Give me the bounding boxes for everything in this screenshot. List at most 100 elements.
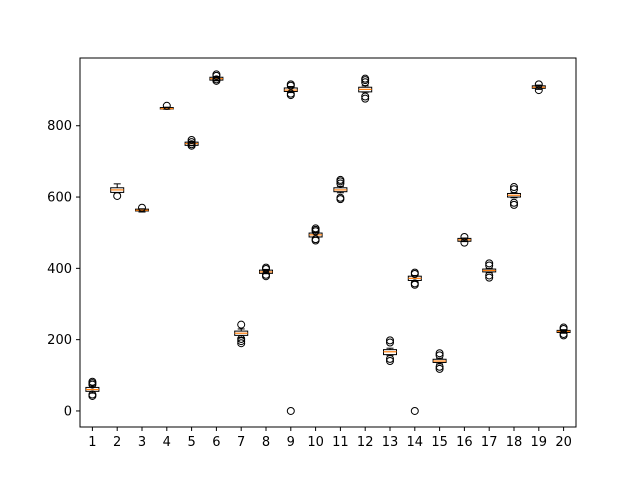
- x-tick-label: 15: [431, 435, 448, 450]
- flier-point: [460, 238, 469, 247]
- x-tick-label: 4: [163, 435, 171, 450]
- box-9: [283, 80, 298, 415]
- box-1: [85, 377, 100, 400]
- flier-point: [237, 339, 246, 348]
- box-17: [482, 259, 497, 282]
- flier-point: [386, 336, 394, 345]
- box-13: [383, 336, 397, 366]
- flier-point: [311, 235, 320, 244]
- flier-point: [237, 337, 246, 346]
- plot-area-frame: [79, 57, 577, 428]
- flier-point: [212, 70, 221, 79]
- x-tick-label: 2: [113, 435, 121, 450]
- flier-point: [361, 94, 370, 103]
- flier-point: [336, 175, 345, 184]
- flier-point: [485, 259, 494, 268]
- flier-point: [510, 200, 518, 209]
- box-11: [333, 175, 348, 204]
- flier-point: [286, 80, 295, 89]
- y-axis: 0 200 400 600 800: [47, 119, 80, 419]
- flier-point: [410, 279, 419, 288]
- x-tick-label: 19: [531, 435, 548, 450]
- x-tick-label: 13: [382, 435, 399, 450]
- box-8: [259, 263, 273, 281]
- x-tick-label: 1: [88, 435, 96, 450]
- boxes-layer: [85, 70, 571, 415]
- y-tick-label: 800: [47, 119, 72, 134]
- flier-point: [187, 140, 196, 149]
- box-10: [308, 224, 323, 245]
- box-18: [507, 183, 521, 209]
- box-2: [110, 183, 125, 200]
- flier-point: [435, 349, 444, 358]
- y-tick-label: 600: [47, 191, 72, 206]
- flier-point: [410, 268, 419, 277]
- y-tick-label: 0: [64, 404, 72, 419]
- box-14: [407, 268, 422, 415]
- flier-point: [286, 89, 295, 98]
- x-tick-label: 10: [307, 435, 324, 450]
- flier-point: [435, 364, 444, 373]
- x-tick-label: 20: [555, 435, 572, 450]
- flier-point: [510, 185, 518, 194]
- flier-point: [88, 377, 97, 386]
- y-tick-label: 400: [47, 262, 72, 277]
- flier-point: [410, 406, 419, 415]
- x-tick-label: 5: [187, 435, 195, 450]
- box-16: [457, 232, 472, 247]
- x-tick-label: 6: [212, 435, 220, 450]
- flier-point: [187, 136, 196, 144]
- box-15: [432, 349, 447, 373]
- flier-point: [237, 320, 246, 329]
- x-tick-label: 8: [262, 435, 270, 450]
- flier-point: [485, 271, 494, 280]
- flier-point: [386, 354, 394, 363]
- box-7: [234, 320, 249, 348]
- y-tick-label: 200: [47, 333, 72, 348]
- x-tick-label: 18: [506, 435, 523, 450]
- flier-point: [262, 263, 270, 272]
- flier-point: [286, 406, 295, 415]
- flier-point: [559, 329, 568, 338]
- flier-point: [386, 338, 394, 347]
- flier-point: [559, 323, 568, 332]
- flier-point: [336, 193, 345, 202]
- flier-point: [88, 390, 97, 399]
- x-tick-label: 3: [138, 435, 146, 450]
- flier-point: [485, 261, 494, 270]
- box-4: [159, 101, 174, 110]
- box-3: [135, 203, 149, 213]
- flier-point: [435, 362, 444, 371]
- flier-point: [311, 224, 320, 233]
- box-12: [358, 74, 373, 103]
- box-20: [556, 323, 571, 340]
- x-tick-label: 7: [237, 435, 245, 450]
- x-tick-label: 17: [481, 435, 498, 450]
- flier-point: [237, 334, 246, 343]
- flier-point: [510, 198, 518, 207]
- flier-point: [361, 78, 370, 87]
- flier-point: [386, 357, 394, 366]
- flier-point: [113, 191, 122, 200]
- flier-point: [162, 101, 171, 110]
- box-19: [531, 80, 546, 95]
- x-tick-label: 11: [332, 435, 349, 450]
- flier-point: [534, 80, 543, 89]
- box-6: [209, 70, 224, 85]
- x-tick-label: 16: [456, 435, 473, 450]
- flier-point: [361, 74, 370, 83]
- flier-point: [336, 179, 345, 188]
- x-tick-label: 9: [287, 435, 295, 450]
- box-5: [184, 136, 199, 150]
- x-axis: 1 2 3 4 5 6 7 8 9 10 11 12 13 14 15 16 17 18 19 20: [88, 427, 572, 450]
- flier-point: [361, 92, 370, 101]
- flier-point: [460, 232, 469, 241]
- flier-point: [534, 86, 543, 95]
- flier-point: [212, 75, 221, 84]
- flier-point: [510, 183, 518, 192]
- flier-point: [435, 351, 444, 360]
- x-tick-label: 14: [407, 435, 424, 450]
- flier-point: [485, 273, 494, 282]
